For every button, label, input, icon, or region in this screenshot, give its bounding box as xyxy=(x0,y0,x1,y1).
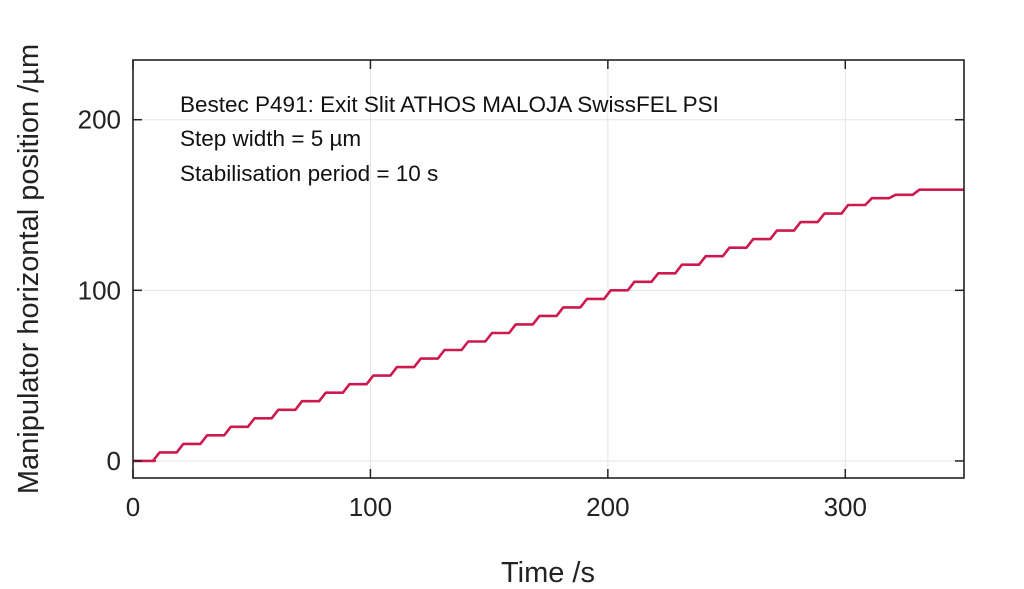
axis-ticks xyxy=(132,60,964,478)
x-tick-label: 100 xyxy=(349,492,392,522)
x-tick-label: 0 xyxy=(126,492,140,522)
plot-frame xyxy=(132,59,965,479)
x-tick-label: 300 xyxy=(824,492,867,522)
y-axis-label: Manipulator horizontal position /µm xyxy=(13,44,45,494)
grid-lines xyxy=(133,60,964,478)
y-tick-label: 0 xyxy=(107,446,121,476)
y-tick-label: 100 xyxy=(78,275,121,305)
series-layer xyxy=(133,188,964,463)
annotation-title: Bestec P491: Exit Slit ATHOS MALOJA Swis… xyxy=(180,92,719,117)
x-axis-label: Time /s xyxy=(501,557,595,589)
annotation-step-width: Step width = 5 µm xyxy=(180,126,361,151)
annotation-stabilisation: Stabilisation period = 10 s xyxy=(180,161,438,186)
x-tick-label: 200 xyxy=(586,492,629,522)
y-tick-label: 200 xyxy=(78,105,121,135)
tick-labels: 0 100 200 300 0 100 200 xyxy=(78,105,867,522)
series-line xyxy=(133,188,964,463)
